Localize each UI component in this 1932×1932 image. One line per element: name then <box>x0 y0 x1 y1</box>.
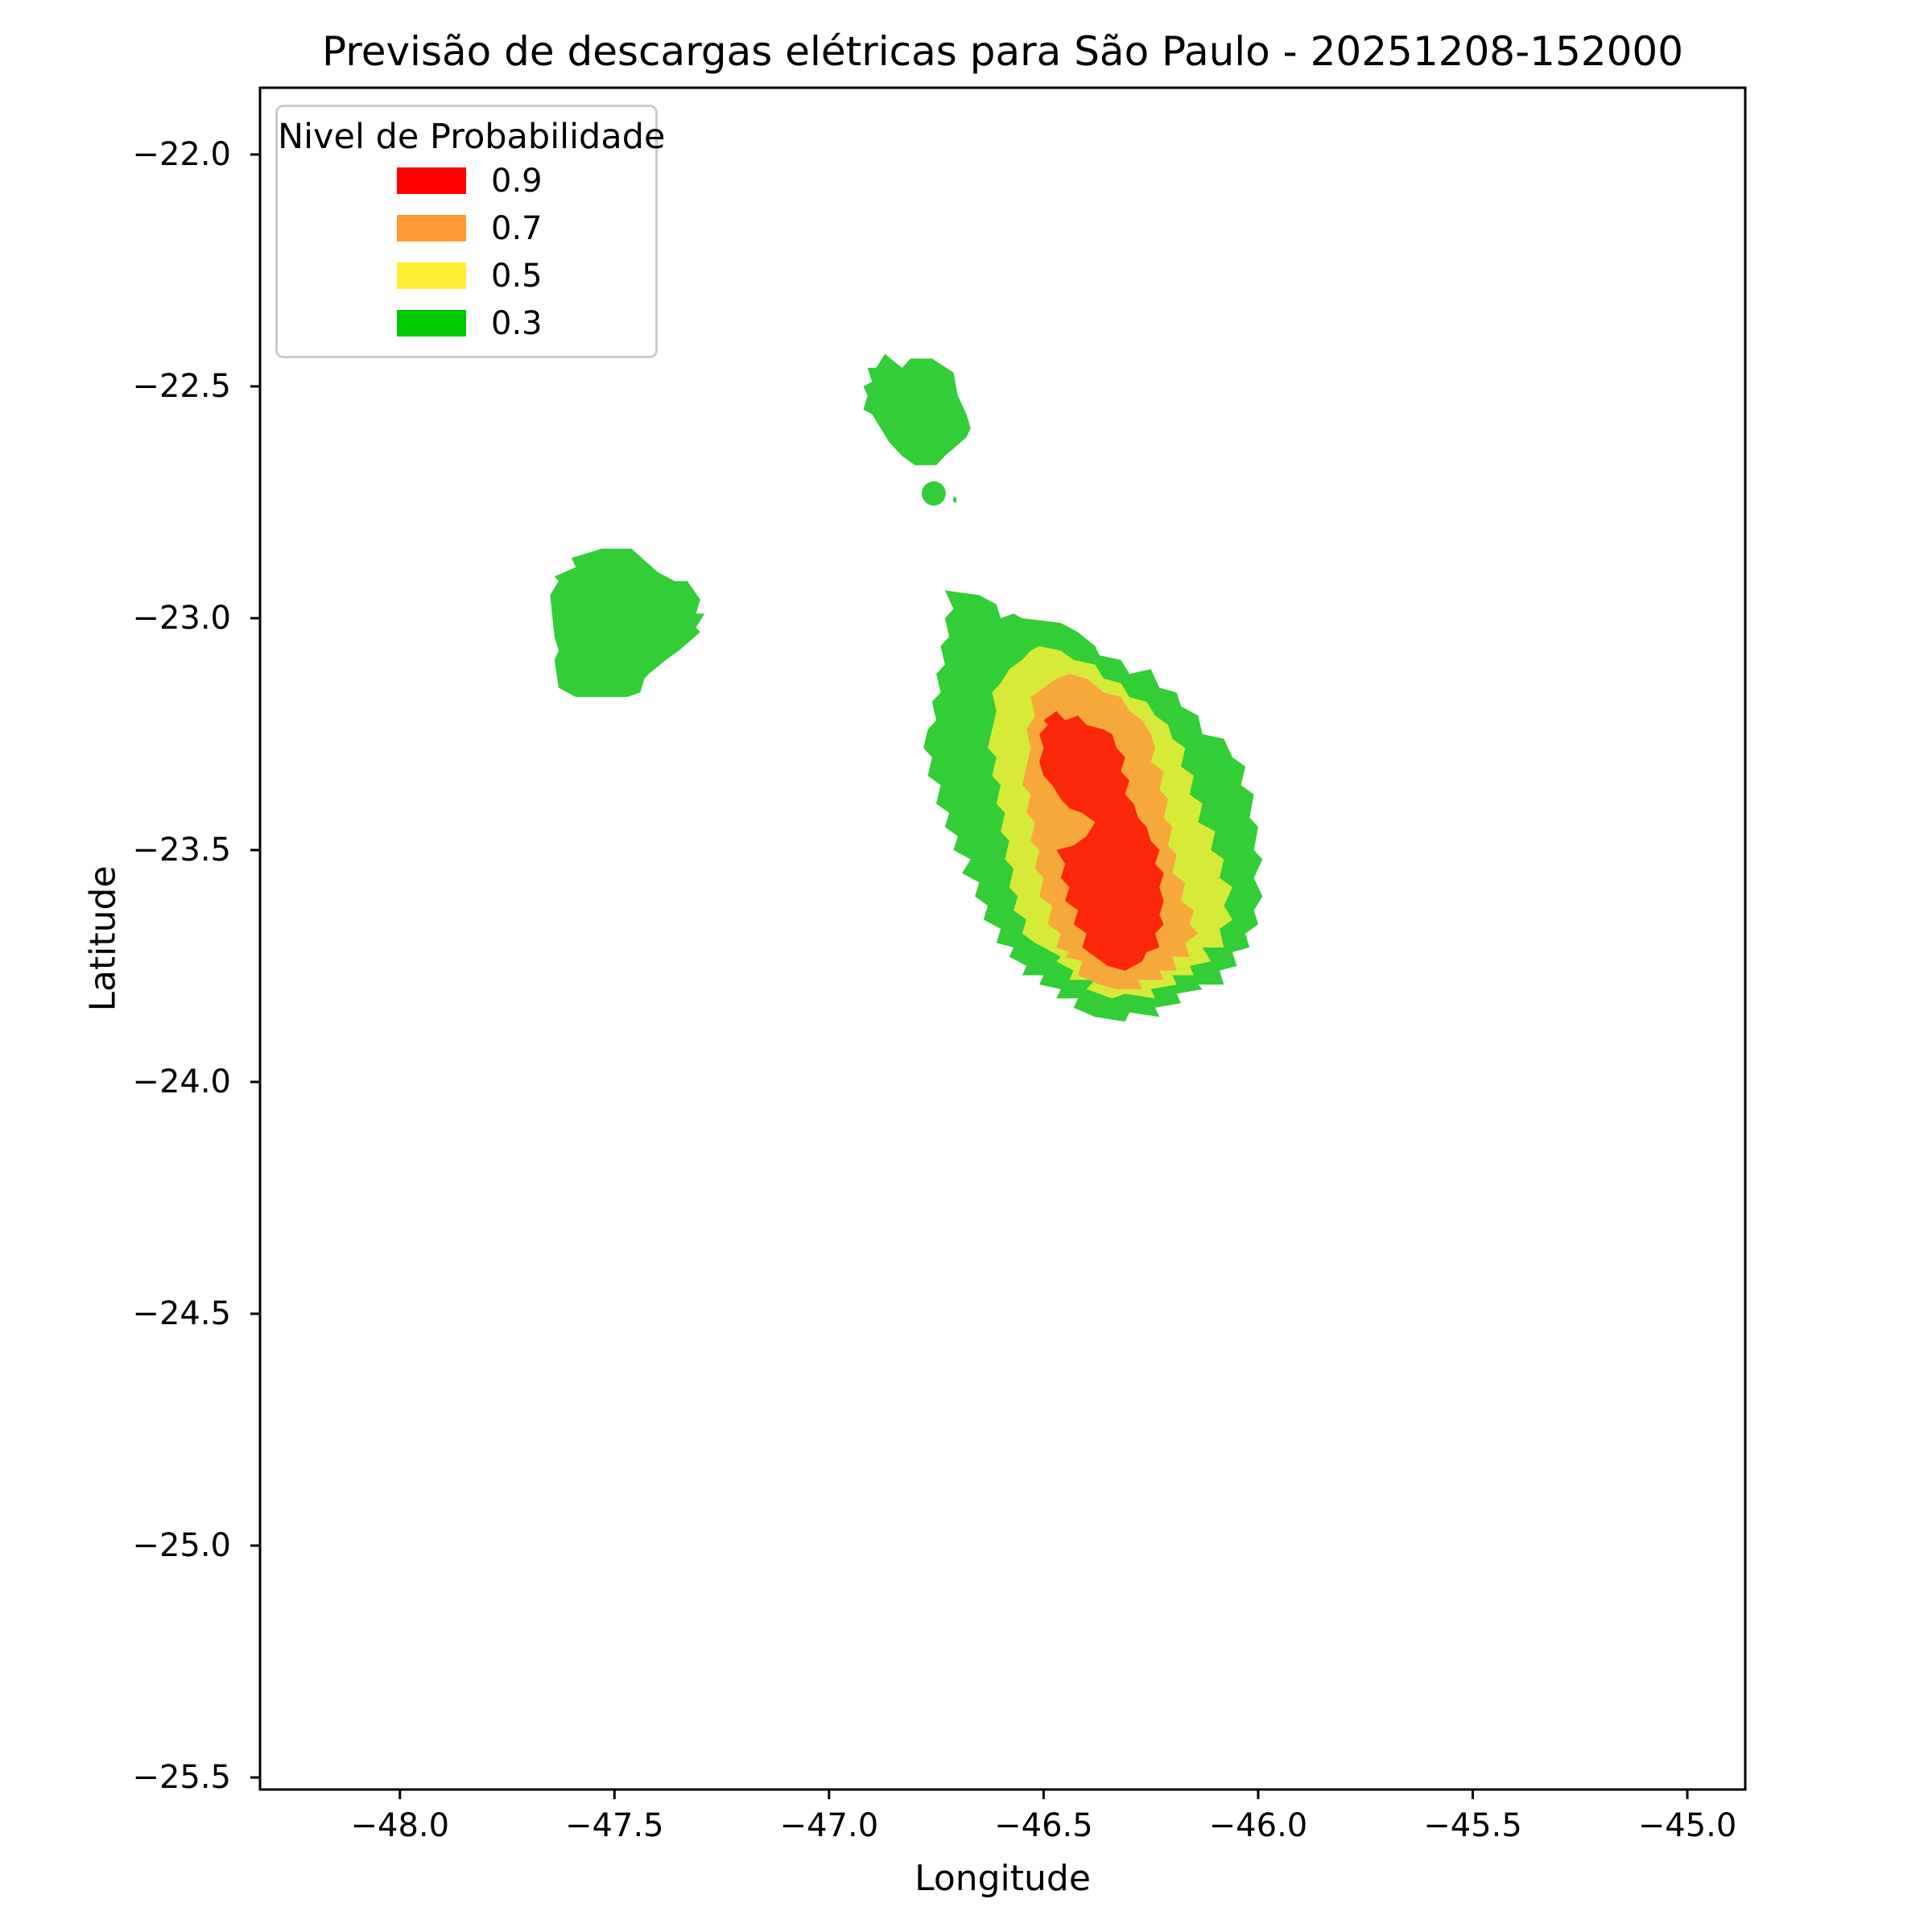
legend-box: Nivel de Probabilidade 0.9 0.7 0.5 0.3 <box>275 105 666 358</box>
y-tick-label: −24.5 <box>132 1295 231 1332</box>
legend-label-0.5: 0.5 <box>491 257 543 295</box>
storm-cell-north-p30 <box>863 353 971 465</box>
y-tick-label: −23.0 <box>132 599 231 637</box>
y-tick-label: −24.0 <box>132 1063 231 1100</box>
legend-swatch-0.3-icon <box>397 310 466 336</box>
legend-swatch-0.9-icon <box>397 167 466 194</box>
x-tick-label: −48.0 <box>350 1807 450 1844</box>
x-tick-label: −47.5 <box>565 1807 664 1844</box>
legend-label-0.3: 0.3 <box>491 304 543 342</box>
legend-row-0.9: 0.9 <box>278 157 655 204</box>
x-tick-label: −47.0 <box>779 1807 879 1844</box>
legend-row-0.5: 0.5 <box>278 252 655 299</box>
y-tick-label: −22.5 <box>132 367 231 405</box>
storm-cell-dot-p30 <box>922 481 946 506</box>
x-tick-label: −45.0 <box>1637 1807 1737 1844</box>
x-tick-label: −45.5 <box>1423 1807 1522 1844</box>
x-axis-label: Longitude <box>914 1858 1091 1899</box>
axes-spines <box>258 86 1747 1791</box>
plot-title: Previsão de descargas elétricas para São… <box>321 28 1684 75</box>
legend-row-0.7: 0.7 <box>278 204 655 252</box>
y-tick-label: −22.0 <box>132 135 231 173</box>
x-tick-label: −46.0 <box>1208 1807 1308 1844</box>
y-axis-label: Latitude <box>82 865 124 1012</box>
y-tick-label: −25.5 <box>132 1759 231 1797</box>
storm-cell-main-p90 <box>1039 711 1164 971</box>
legend-swatch-0.5-icon <box>397 262 466 289</box>
y-tick-label: −23.5 <box>132 831 231 869</box>
legend-label-0.7: 0.7 <box>491 209 543 247</box>
storm-cell-speck-p30 <box>952 496 957 504</box>
storm-cell-west-p30 <box>550 548 705 697</box>
contour-layer <box>550 353 1263 1022</box>
y-tick-label: −25.0 <box>132 1527 231 1564</box>
legend-row-0.3: 0.3 <box>278 299 655 347</box>
legend-label-0.9: 0.9 <box>491 162 543 200</box>
legend-title: Nivel de Probabilidade <box>278 117 666 157</box>
legend-swatch-0.7-icon <box>397 215 466 242</box>
x-tick-label: −46.5 <box>994 1807 1093 1844</box>
